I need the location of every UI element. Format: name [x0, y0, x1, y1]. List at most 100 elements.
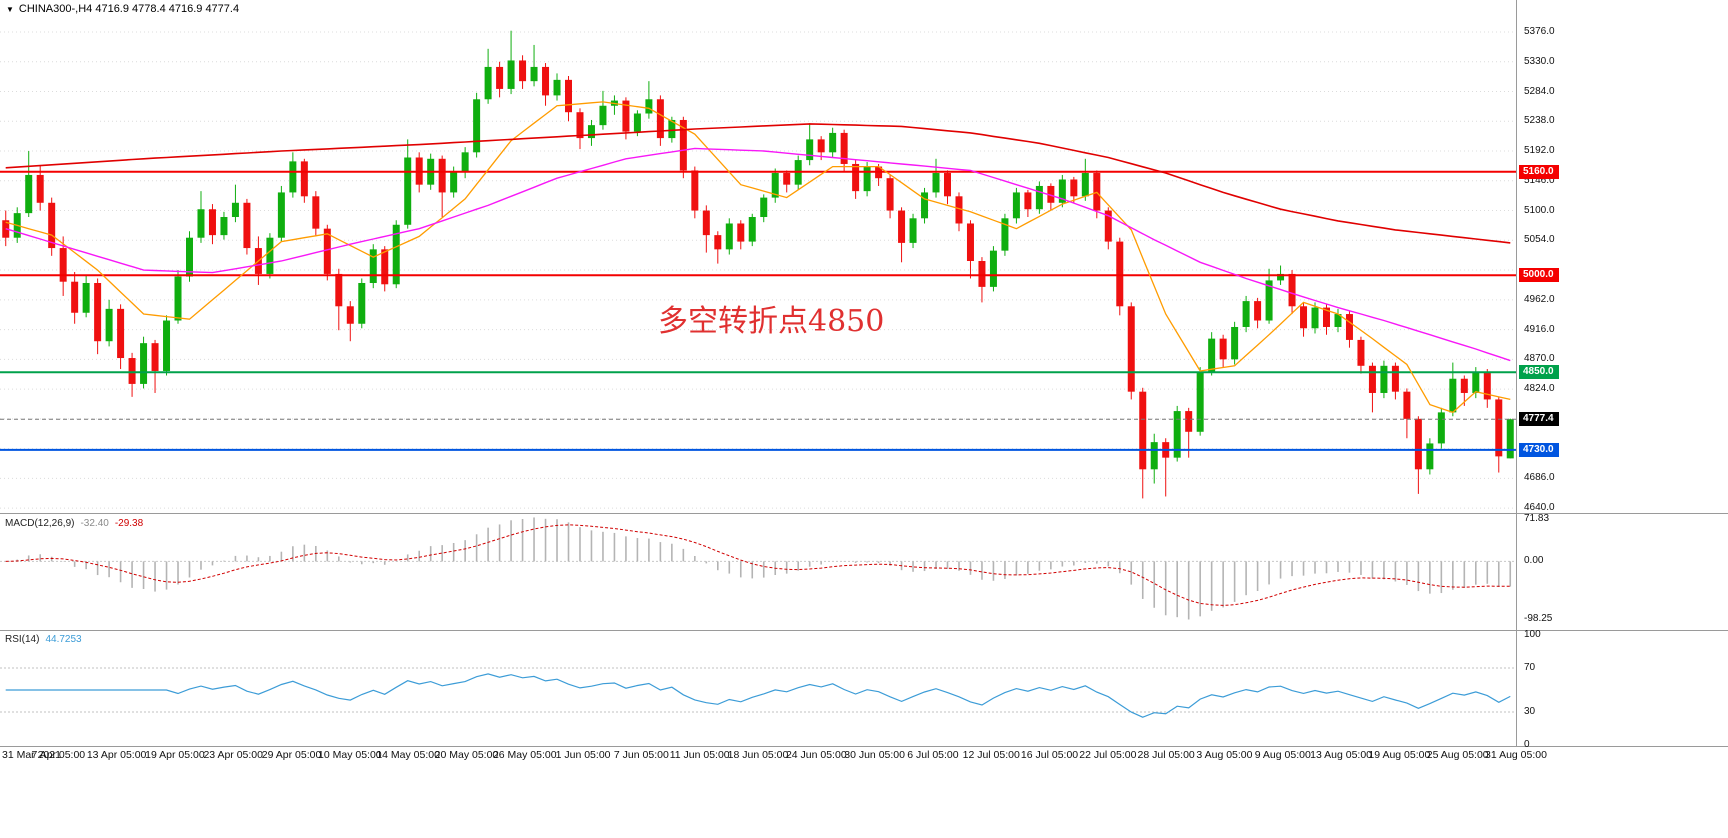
price-badge: 4850.0 [1519, 365, 1559, 380]
candle-body [1047, 185, 1055, 203]
candle-body [1058, 179, 1066, 203]
time-label: 12 Jul 05:00 [962, 749, 1020, 761]
rsi-line [5, 673, 1511, 718]
candle-body [852, 163, 860, 192]
candle-body [909, 218, 917, 243]
candle-body [140, 343, 148, 384]
price-tick-label: 5192.0 [1524, 145, 1555, 157]
candle-body [461, 152, 469, 172]
candle-body [748, 217, 756, 242]
candle-body [840, 132, 848, 164]
candle-body [1116, 241, 1124, 307]
candle-body [599, 105, 607, 126]
candle-body [1323, 307, 1330, 327]
price-scale[interactable]: 5376.0 5330.0 5284.0 5238.0 5192.0 5146.0 5100… [1517, 0, 1728, 750]
macd-main-value: -32.40 [80, 518, 109, 529]
candle-body [1380, 365, 1388, 393]
candle-body [530, 66, 538, 82]
annotation-text[interactable]: 多空转折点4850 [658, 304, 885, 339]
candle-body [1414, 418, 1422, 470]
time-label: 25 Aug 05:00 [1426, 749, 1489, 761]
candle-body [163, 320, 171, 371]
candle-body [1012, 192, 1020, 219]
panel-separator[interactable] [0, 513, 1728, 514]
candle-body [71, 281, 79, 313]
candle-body [484, 66, 492, 100]
candle-body [955, 196, 963, 224]
candle-body [783, 173, 791, 185]
candle-body [1334, 314, 1342, 327]
candle-body [392, 224, 400, 285]
candle-body [174, 276, 182, 321]
price-tick-label: 5146.0 [1524, 174, 1555, 186]
candle-body [714, 235, 722, 250]
time-label: 11 Jun 05:00 [669, 749, 730, 761]
candle-body [1300, 306, 1308, 329]
chart-plot[interactable] [0, 0, 1517, 747]
price-tick-label: 5238.0 [1524, 115, 1555, 127]
time-label: 20 May 05:00 [434, 749, 499, 761]
rsi-name: RSI(14) [5, 634, 40, 645]
candle-body [702, 210, 710, 236]
candle-body [151, 343, 159, 371]
candle-body [312, 196, 320, 229]
candle-body [932, 173, 940, 193]
candle-body [1208, 338, 1216, 373]
candle-body [381, 249, 389, 285]
candle-body [806, 139, 814, 161]
candle-body [48, 202, 56, 249]
candle-body [576, 112, 584, 139]
candle-body [1231, 326, 1239, 360]
candle-body [1426, 443, 1434, 470]
candle-body [1242, 301, 1250, 327]
candle-body [542, 66, 550, 96]
price-badge: 5000.0 [1519, 268, 1559, 283]
price-tick-label: 4640.0 [1524, 502, 1555, 514]
candle-body [921, 192, 929, 219]
candle-body [668, 119, 676, 139]
price-tick-label: 5376.0 [1524, 25, 1555, 37]
time-label: 30 Jun 05:00 [844, 749, 905, 761]
macd-name: MACD(12,26,9) [5, 518, 75, 529]
panel-separator[interactable] [0, 630, 1728, 631]
time-label: 9 Aug 05:00 [1254, 749, 1311, 761]
candle-body [369, 249, 377, 283]
candle-body [197, 209, 205, 238]
candle-body [59, 248, 67, 282]
time-axis[interactable]: 31 Mar 2021 7 Apr 05:00 13 Apr 05:00 19 Apr… [0, 749, 1728, 765]
candle-body [1185, 411, 1193, 432]
candle-body [771, 173, 779, 198]
candle-body [266, 237, 274, 274]
ma-slow-line [5, 123, 1511, 244]
candle-body [633, 113, 641, 132]
rsi-value: 44.7253 [45, 634, 82, 645]
price-tick-label: 4962.0 [1524, 293, 1555, 305]
candle-body [438, 158, 446, 193]
time-label: 29 Apr 05:00 [261, 749, 322, 761]
price-badge: 4777.4 [1519, 412, 1559, 427]
candle-body [1277, 273, 1285, 281]
ma-mid-line [5, 147, 1511, 362]
candle-body [1254, 301, 1262, 321]
candle-body [1173, 411, 1181, 458]
candle-body [829, 132, 837, 153]
candle-body [760, 197, 768, 218]
price-tick-label: 4916.0 [1524, 323, 1555, 335]
candle-body [277, 192, 285, 238]
candle-body [519, 60, 527, 82]
candle-body [1368, 365, 1376, 393]
time-label: 19 Aug 05:00 [1368, 749, 1431, 761]
rsi-axis-label: 0 [1524, 739, 1530, 750]
candle-body [94, 282, 102, 342]
candle-body [1357, 339, 1365, 366]
candle-body [1070, 179, 1078, 197]
candles-layer [2, 30, 1514, 499]
chart-menu-icon[interactable]: ▼ [6, 4, 14, 14]
candle-body [553, 79, 561, 96]
candle-body [1506, 419, 1514, 459]
candle-body [25, 174, 33, 214]
candle-body [1437, 412, 1445, 444]
candle-body [1265, 280, 1273, 321]
time-label: 23 Apr 05:00 [203, 749, 263, 761]
candle-body [300, 161, 308, 197]
